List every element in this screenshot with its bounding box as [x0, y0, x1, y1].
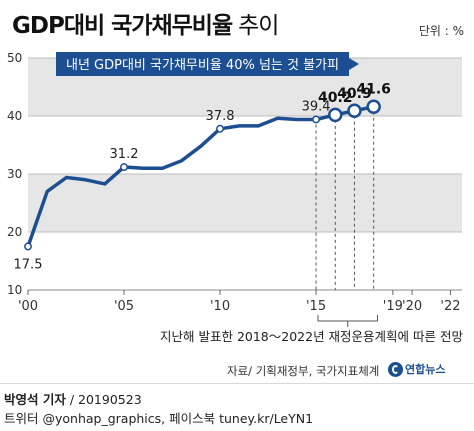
data-label-2017: 40.9 [337, 86, 372, 102]
y-tick-label-50: 50 [7, 51, 22, 65]
data-point-2017 [347, 103, 362, 119]
credit-separator: / [69, 392, 79, 407]
x-tick-label-2019: '19 [383, 299, 403, 314]
data-point-2010 [216, 124, 224, 133]
y-tick-label-20: 20 [7, 225, 22, 239]
credit-line: 박영석 기자 / 20190523 [4, 389, 142, 408]
line-chart: 10 20 30 40 50 '00 '05 '10 '15 '19'20 '22 지난해 발표한 2… [7, 51, 463, 344]
data-point-2016 [328, 107, 343, 123]
callout-pointer [349, 58, 359, 70]
x-tick-label-2005: '05 [114, 299, 134, 314]
data-point-2015 [312, 115, 321, 124]
callout-box [56, 52, 349, 76]
data-point-2000 [24, 242, 32, 251]
data-label-2010: 37.8 [206, 109, 235, 124]
data-label-2005: 31.2 [110, 147, 139, 162]
brand-label: 연합뉴스 [405, 363, 446, 376]
y-tick-label-10: 10 [7, 283, 22, 297]
chart-title: GDP대비 국가채무비율 추이 [12, 6, 279, 40]
yonhap-brand: 연합뉴스 [388, 361, 445, 377]
data-point-2018 [366, 99, 381, 114]
unit-label: 단위 : % [418, 24, 464, 38]
footer-divider [0, 383, 474, 384]
data-label-2000: 17.5 [14, 258, 43, 273]
x-tick-label-2015: '15 [306, 299, 326, 314]
author-name: 박영석 기자 [4, 392, 66, 407]
data-point-2005 [120, 163, 128, 171]
x-tick-label-2000: '00 [18, 299, 38, 314]
sns-line: 트위터 @yonhap_graphics, 페이스북 tuney.kr/LeYN… [4, 411, 314, 426]
x-tick-label-2020: '20 [402, 299, 422, 314]
y-tick-label-40: 40 [7, 109, 22, 123]
y-tick-label-30: 30 [7, 167, 22, 181]
data-label-2016: 40.2 [318, 90, 353, 106]
data-label-2018: 41.6 [356, 82, 391, 98]
forecast-note: 지난해 발표한 2018～2022년 재정운용계획에 따른 전망 [160, 329, 463, 344]
x-tick-label-2010: '10 [210, 299, 230, 314]
x-tick-label-2022: '22 [440, 299, 460, 314]
data-label-2015: 39.4 [302, 99, 331, 114]
chart-title-main: GDP대비 국가채무비율 [12, 13, 233, 39]
chart-title-suffix: 추이 [238, 13, 279, 39]
forecast-bracket [317, 315, 379, 322]
publish-date: 20190523 [78, 392, 142, 407]
source-note: 자료/ 기획재정부, 국가지표체계 [227, 364, 380, 378]
yonhap-logo-icon [388, 361, 403, 377]
callout-text: 내년 GDP대비 국가채무비율 40% 넘는 것 불가피 [66, 58, 339, 73]
